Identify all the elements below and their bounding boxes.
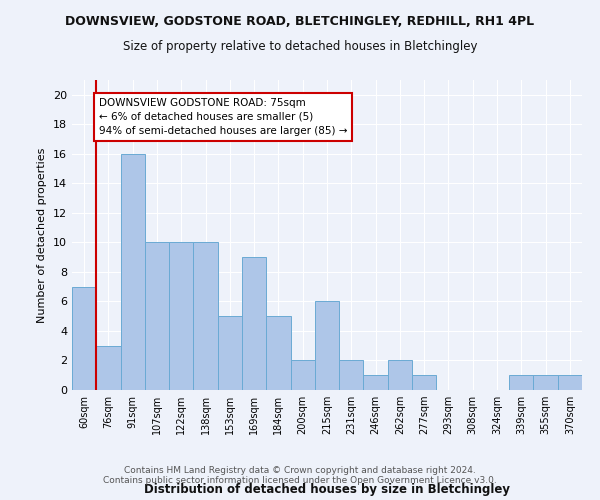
Bar — [72, 286, 96, 390]
Bar — [96, 346, 121, 390]
Bar — [509, 375, 533, 390]
Bar — [193, 242, 218, 390]
X-axis label: Distribution of detached houses by size in Bletchingley: Distribution of detached houses by size … — [144, 483, 510, 496]
Bar — [533, 375, 558, 390]
Bar — [145, 242, 169, 390]
Bar — [339, 360, 364, 390]
Bar — [218, 316, 242, 390]
Bar — [121, 154, 145, 390]
Text: DOWNSVIEW GODSTONE ROAD: 75sqm
← 6% of detached houses are smaller (5)
94% of se: DOWNSVIEW GODSTONE ROAD: 75sqm ← 6% of d… — [99, 98, 347, 136]
Bar — [364, 375, 388, 390]
Y-axis label: Number of detached properties: Number of detached properties — [37, 148, 47, 322]
Bar — [242, 257, 266, 390]
Bar — [290, 360, 315, 390]
Text: DOWNSVIEW, GODSTONE ROAD, BLETCHINGLEY, REDHILL, RH1 4PL: DOWNSVIEW, GODSTONE ROAD, BLETCHINGLEY, … — [65, 15, 535, 28]
Bar — [315, 302, 339, 390]
Text: Contains HM Land Registry data © Crown copyright and database right 2024.
Contai: Contains HM Land Registry data © Crown c… — [103, 466, 497, 485]
Bar — [412, 375, 436, 390]
Text: Size of property relative to detached houses in Bletchingley: Size of property relative to detached ho… — [123, 40, 477, 53]
Bar — [266, 316, 290, 390]
Bar — [169, 242, 193, 390]
Bar — [558, 375, 582, 390]
Bar — [388, 360, 412, 390]
